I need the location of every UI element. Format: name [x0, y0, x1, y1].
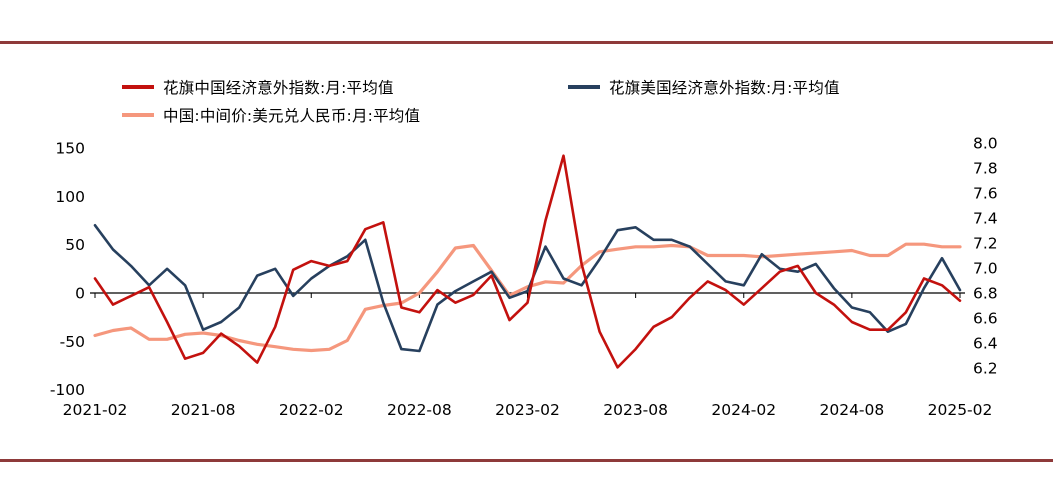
x-axis-label: 2021-02	[63, 401, 128, 419]
legend-swatch-usdcny	[122, 113, 154, 117]
y-axis-right-label: 6.2	[973, 360, 998, 378]
series-usdcny-line	[93, 242, 962, 353]
x-axis-label: 2024-08	[819, 401, 884, 419]
y-axis-right-label: 6.6	[973, 310, 998, 328]
legend-swatch-china-cesi	[122, 85, 154, 89]
legend-label-usdcny: 中国:中间价:美元兑人民币:月:平均值	[163, 107, 421, 125]
y-axis-right-label: 7.8	[973, 160, 998, 178]
y-axis-right-label: 7.6	[973, 185, 998, 203]
y-axis-right-label: 8.0	[973, 135, 998, 153]
legend-label-china-cesi: 花旗中国经济意外指数:月:平均值	[163, 79, 394, 97]
series-china-cesi-line	[93, 154, 962, 369]
legend-item-china-cesi: 花旗中国经济意外指数:月:平均值	[122, 76, 394, 98]
legend-item-usdcny: 中国:中间价:美元兑人民币:月:平均值	[122, 104, 420, 126]
x-axis-label: 2022-08	[387, 401, 452, 419]
y-axis-right-label: 6.8	[973, 285, 998, 303]
y-axis-left-label: 50	[65, 236, 85, 254]
y-axis-right-label: 6.4	[973, 335, 998, 353]
top-border-line	[0, 41, 1053, 44]
y-axis-right-label: 7.2	[973, 235, 998, 253]
x-axis-label: 2022-02	[279, 401, 344, 419]
x-axis-label: 2024-02	[711, 401, 776, 419]
y-axis-left-label: 100	[55, 188, 85, 206]
legend-label-us-cesi: 花旗美国经济意外指数:月:平均值	[609, 79, 840, 97]
y-axis-left-label: 0	[75, 285, 85, 303]
bottom-border-line	[0, 459, 1053, 462]
legend-item-us-cesi: 花旗美国经济意外指数:月:平均值	[568, 76, 840, 98]
x-axis-label: 2023-08	[603, 401, 668, 419]
legend-swatch-us-cesi	[568, 85, 600, 89]
y-axis-left-label: 150	[55, 140, 85, 158]
x-axis-label: 2021-08	[171, 401, 236, 419]
y-axis-right-label: 7.4	[973, 210, 998, 228]
axis-labels: 150 100 50 0 -50 -100 8.0 7.8 7.6 7.4 7.2 7.0 6.8 6.6…	[50, 135, 998, 420]
series-us-cesi-line	[93, 224, 962, 353]
y-axis-left-label: -100	[50, 381, 85, 399]
x-axis-label: 2023-02	[495, 401, 560, 419]
y-axis-right-label: 7.0	[973, 260, 998, 278]
x-axis-label: 2025-02	[928, 401, 993, 419]
y-axis-left-label: -50	[60, 333, 85, 351]
